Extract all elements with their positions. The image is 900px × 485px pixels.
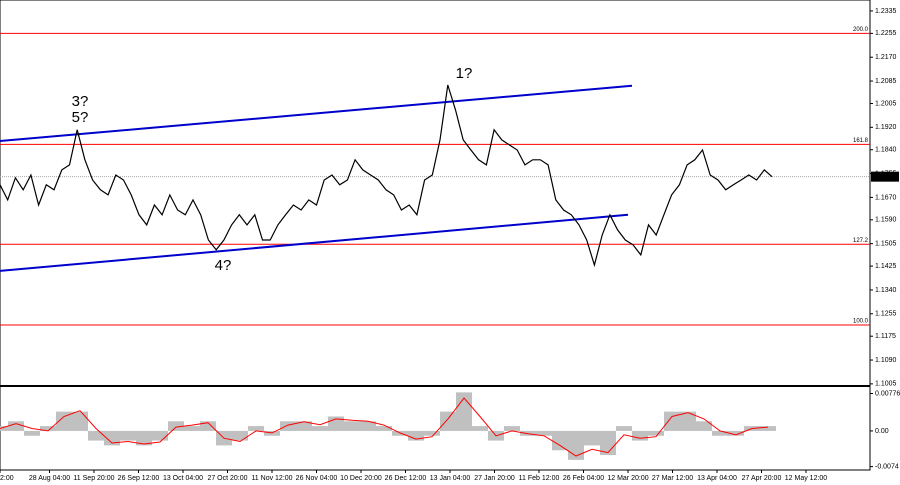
histogram-bar (168, 421, 184, 431)
histogram-bar (696, 421, 712, 431)
histogram-bar (504, 426, 520, 431)
x-tick-label: 11 Nov 12:00 (251, 475, 292, 482)
histogram-bar (248, 426, 264, 431)
histogram-bar (632, 430, 648, 441)
histogram-bar (408, 430, 424, 441)
y-tick-label: 0.00 (875, 428, 889, 435)
level-label: 127.2 (853, 238, 869, 244)
histogram-bar (200, 421, 216, 431)
x-tick-label: 13 Oct 04:00 (163, 475, 203, 482)
x-tick-label: 2:00 (0, 475, 14, 482)
y-tick-label: 1.1670 (875, 194, 897, 201)
x-tick-label: 12 Mar 20:00 (607, 475, 648, 482)
histogram-bar (680, 411, 696, 431)
wave-label: 5? (72, 109, 89, 126)
x-tick-label: 11 Feb 12:00 (519, 475, 560, 482)
y-tick-label: 1.2335 (875, 8, 897, 15)
histogram-bar (0, 426, 8, 431)
y-tick-label: 1.1255 (875, 311, 897, 318)
signal-line (0, 397, 769, 457)
wave-label: 4? (215, 257, 232, 274)
histogram-bar (120, 430, 136, 441)
histogram-bar (424, 430, 440, 436)
histogram-bar (24, 430, 40, 436)
y-tick-label: 1.1425 (875, 263, 897, 270)
y-tick-label: 1.1090 (875, 357, 897, 364)
x-tick-label: 11 Sep 20:00 (73, 475, 114, 482)
histogram-bar (760, 426, 776, 431)
x-tick-label: 26 Sep 12:00 (118, 475, 160, 482)
histogram-bar (584, 430, 600, 446)
histogram-bar (616, 426, 632, 431)
y-tick-label: 1.2255 (875, 30, 897, 37)
histogram-bar (440, 411, 456, 431)
x-tick-label: 27 Apr 20:00 (742, 475, 782, 482)
y-tick-label: 1.1340 (875, 287, 897, 294)
current-price-box (871, 171, 899, 182)
x-tick-label: 13 Jan 04:00 (430, 475, 471, 482)
histogram-bar (152, 430, 168, 441)
y-tick-label: 0.00776 (875, 390, 900, 397)
y-tick-label: 1.1005 (875, 381, 897, 388)
histogram-bar (600, 430, 616, 456)
x-tick-label: 27 Oct 20:00 (207, 475, 247, 482)
histogram-bar (296, 421, 312, 431)
level-label: 161.8 (853, 138, 869, 144)
histogram-bar (104, 430, 120, 446)
x-tick-label: 12 May 12:00 (785, 475, 828, 482)
x-tick-label: 28 Aug 04:00 (29, 475, 70, 482)
y-tick-label: 1.1505 (875, 241, 897, 248)
y-tick-label: -0.0074 (875, 463, 899, 470)
histogram-bar (312, 426, 328, 431)
x-tick-label: 13 Apr 04:00 (697, 475, 737, 482)
histogram-bar (712, 430, 728, 436)
level-label: 200.0 (853, 27, 869, 33)
x-tick-label: 10 Dec 20:00 (340, 475, 382, 482)
y-tick-label: 1.1840 (875, 147, 897, 154)
histogram-bar (72, 411, 88, 431)
histogram-bar (728, 430, 744, 436)
histogram-bar (136, 430, 152, 446)
wave-label: 1? (456, 65, 473, 82)
histogram-bar (536, 430, 552, 436)
histogram-bar (280, 421, 296, 431)
histogram-bar (552, 430, 568, 451)
histogram-bar (664, 411, 680, 431)
histogram-bar (360, 421, 376, 431)
x-tick-label: 27 Jan 20:00 (474, 475, 515, 482)
trend-line (0, 84, 633, 143)
y-tick-label: 1.1920 (875, 124, 897, 131)
y-tick-label: 1.2005 (875, 100, 897, 107)
x-tick-label: 26 Nov 04:00 (296, 475, 338, 482)
histogram-bar (88, 430, 104, 441)
y-tick-label: 1.1590 (875, 217, 897, 224)
histogram-bar (56, 411, 72, 431)
level-label: 100.0 (853, 319, 869, 325)
histogram-bar (376, 426, 392, 431)
plot-frame (0, 0, 871, 471)
trend-line (0, 213, 629, 272)
y-tick-label: 1.2170 (875, 54, 897, 61)
histogram-bar (568, 430, 584, 460)
y-tick-label: 1.1175 (875, 333, 896, 340)
x-tick-label: 26 Dec 12:00 (385, 475, 427, 482)
current-price-label: 1.1744 (875, 174, 897, 181)
histogram-bar (648, 430, 664, 436)
x-tick-label: 27 Mar 12:00 (652, 475, 693, 482)
histogram-bar (8, 421, 24, 431)
y-tick-label: 1.2085 (875, 78, 897, 85)
histogram-bar (232, 430, 248, 441)
x-tick-label: 26 Feb 04:00 (563, 475, 604, 482)
histogram-bar (344, 421, 360, 431)
histogram-bar (40, 426, 56, 431)
price-line (0, 84, 773, 268)
wave-label: 3? (72, 93, 89, 110)
histogram-bar (472, 426, 488, 431)
histogram-bar (184, 426, 200, 431)
